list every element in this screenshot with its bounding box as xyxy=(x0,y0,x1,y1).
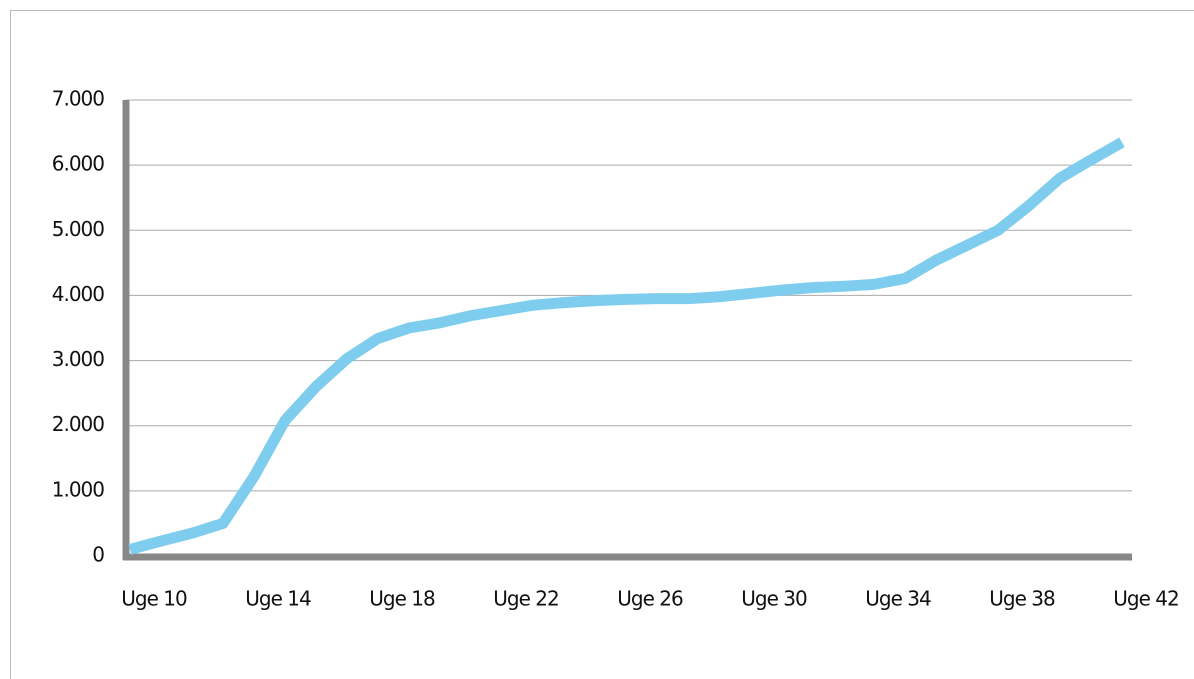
frame xyxy=(10,10,1194,679)
x-tick-label: Uge 18 xyxy=(369,587,435,611)
x-tick-label: Uge 42 xyxy=(1113,587,1178,611)
data-line xyxy=(128,137,1125,555)
x-tick-label: Uge 14 xyxy=(245,587,311,611)
y-tick-label: 7.000 xyxy=(52,87,105,111)
y-tick-label: 5.000 xyxy=(52,217,105,241)
y-tick-label: 3.000 xyxy=(52,347,105,371)
x-tick-label: Uge 22 xyxy=(493,587,558,611)
y-tick-label: 1.000 xyxy=(52,477,105,501)
x-tick-label: Uge 38 xyxy=(989,587,1055,611)
y-tick-label: 6.000 xyxy=(52,152,105,176)
x-tick-label: Uge 26 xyxy=(617,587,683,611)
x-tick-label: Uge 30 xyxy=(741,587,807,611)
y-tick-label: 2.000 xyxy=(52,412,105,436)
x-tick-label: Uge 34 xyxy=(865,587,931,611)
y-tick-label: 0 xyxy=(92,543,104,567)
x-tick-label: Uge 10 xyxy=(121,587,187,611)
y-tick-label: 4.000 xyxy=(52,282,105,306)
